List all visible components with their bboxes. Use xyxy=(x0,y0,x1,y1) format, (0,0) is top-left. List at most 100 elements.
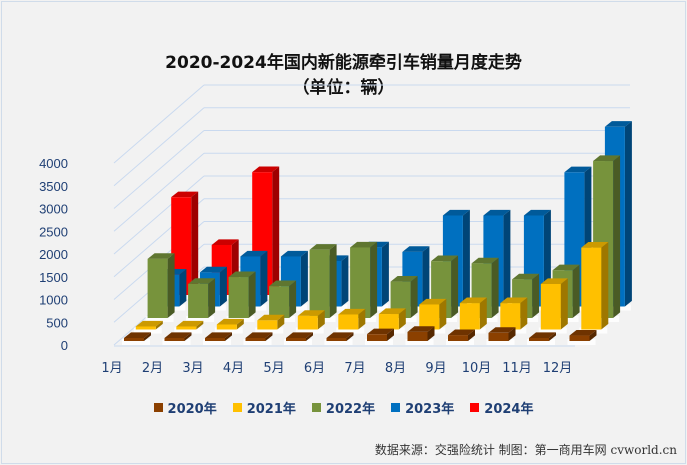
bar-side-2020年-4月 xyxy=(265,332,273,341)
bar-top-2020年-8月 xyxy=(407,326,435,332)
bar-top-2022年-2月 xyxy=(188,278,216,284)
bar-2022年-3月 xyxy=(228,277,249,318)
bar-top-2020年-11月 xyxy=(529,332,556,338)
bar-top-2020年-2月 xyxy=(164,332,192,338)
gridline-side xyxy=(113,84,205,164)
bar-2020年-2月 xyxy=(164,338,185,341)
legend-label: 2022年 xyxy=(325,402,376,417)
bar-side-2020年-3月 xyxy=(225,332,232,341)
bar-side-2021年-6月 xyxy=(358,308,366,330)
bar-top-2022年-11月 xyxy=(552,264,580,271)
bar-top-2020年-1月 xyxy=(124,332,151,338)
bar-floor-tile xyxy=(162,339,191,345)
bar-floor-tile xyxy=(527,339,555,345)
bar-side-2023年-8月 xyxy=(462,209,470,307)
x-tick-label: 9月 xyxy=(425,361,446,376)
bar-top-2022年-5月 xyxy=(309,244,337,250)
bar-side-2021年-12月 xyxy=(601,242,609,330)
bar-top-2020年-10月 xyxy=(488,327,516,333)
x-tick-label: 4月 xyxy=(223,361,244,376)
bar-top-2022年-1月 xyxy=(147,253,175,259)
bar-2020年-6月 xyxy=(326,338,347,341)
bar-2022年-2月 xyxy=(188,283,209,318)
bar-top-2022年-4月 xyxy=(269,280,297,287)
bar-side-2022年-3月 xyxy=(248,271,256,318)
bar-side-2022年-7月 xyxy=(410,276,418,318)
bar-2021年-8月 xyxy=(419,304,440,330)
bar-side-2021年-7月 xyxy=(398,308,406,330)
bar-top-2023年-8月 xyxy=(442,209,470,216)
bar-side-2021年-9月 xyxy=(479,297,487,330)
bar-2020年-3月 xyxy=(205,338,225,341)
bar-floor-tile xyxy=(186,316,215,322)
bar-side-2022年-11月 xyxy=(572,264,580,318)
bar-2020年-4月 xyxy=(245,338,266,341)
bar-top-2021年-1月 xyxy=(135,320,163,327)
y-tick-label: 2000 xyxy=(39,247,68,262)
bar-top-2021年-8月 xyxy=(419,298,447,305)
bar-floor-tile xyxy=(203,339,231,345)
y-tick-label: 3000 xyxy=(39,202,68,217)
bar-side-2022年-2月 xyxy=(208,278,216,318)
bar-2022年-1月 xyxy=(147,258,168,318)
bar-side-2024年-1月 xyxy=(191,191,199,295)
bar-floor-tile xyxy=(336,327,365,334)
bar-floor-tile xyxy=(446,339,474,345)
legend-item: 2020年 xyxy=(153,398,217,417)
bar-floor-tile xyxy=(405,339,434,345)
bar-2020年-7月 xyxy=(367,334,387,341)
bar-top-2020年-3月 xyxy=(205,332,232,338)
bar-2021年-5月 xyxy=(297,315,318,330)
bar-side-2021年-11月 xyxy=(560,278,568,330)
legend-swatch xyxy=(311,403,321,412)
legend-item: 2023年 xyxy=(391,398,454,417)
y-tick-label: 1500 xyxy=(39,270,68,285)
bar-2021年-4月 xyxy=(257,320,278,330)
chart-title: 2020-2024年国内新能源牵引车销量月度走势 xyxy=(165,53,522,73)
bar-side-2023年-6月 xyxy=(381,241,389,307)
bar-side-2021年-5月 xyxy=(317,310,325,330)
bar-2020年-12月 xyxy=(569,335,590,341)
bar-side-2022年-12月 xyxy=(613,155,621,318)
bar-floor-tile xyxy=(214,327,243,334)
bar-top-2021年-7月 xyxy=(378,308,406,315)
bar-floor-tile xyxy=(324,339,353,345)
x-tick-label: 3月 xyxy=(182,361,203,376)
bar-2021年-2月 xyxy=(176,326,197,330)
bar-top-2023年-3月 xyxy=(240,250,268,257)
bar-side-2020年-7月 xyxy=(387,328,394,341)
bar-2021年-1月 xyxy=(135,326,156,330)
bar-top-2020年-12月 xyxy=(569,329,597,336)
y-tick-label: 1000 xyxy=(39,293,68,308)
bar-side-2022年-6月 xyxy=(370,241,378,318)
bar-side-2023年-2月 xyxy=(219,266,227,307)
x-tick-label: 6月 xyxy=(304,361,325,376)
chart-legend: 2020年 2021年 2022年 2023年 2024年 xyxy=(0,398,687,417)
legend-item: 2022年 xyxy=(311,398,376,417)
bar-top-2023年-12月 xyxy=(604,121,632,127)
bar-top-2024年-2月 xyxy=(211,239,239,245)
bar-floor-tile xyxy=(255,327,284,334)
bar-top-2021年-2月 xyxy=(176,320,204,327)
bar-side-2021年-4月 xyxy=(277,314,285,330)
bar-side-2021年-2月 xyxy=(196,320,204,330)
legend-item: 2021年 xyxy=(232,398,296,417)
bar-side-2022年-1月 xyxy=(167,253,175,318)
bar-2020年-1月 xyxy=(124,338,144,341)
x-tick-label: 8月 xyxy=(385,361,406,376)
bar-top-2024年-1月 xyxy=(171,191,199,198)
y-tick-label: 4000 xyxy=(39,156,68,171)
bar-side-2020年-10月 xyxy=(508,327,516,341)
y-tick-label: 500 xyxy=(46,315,68,330)
bar-side-2020年-11月 xyxy=(549,332,556,341)
bar-top-2024年-3月 xyxy=(252,166,280,173)
legend-item: 2024年 xyxy=(470,398,533,417)
legend-swatch xyxy=(232,403,242,412)
legend-label: 2021年 xyxy=(246,402,296,417)
bar-floor-tile xyxy=(243,339,272,345)
bar-side-2023年-1月 xyxy=(179,269,187,307)
x-tick-label: 12月 xyxy=(543,361,573,376)
bar-2021年-6月 xyxy=(338,314,359,330)
bar-floor-tile xyxy=(365,339,393,345)
